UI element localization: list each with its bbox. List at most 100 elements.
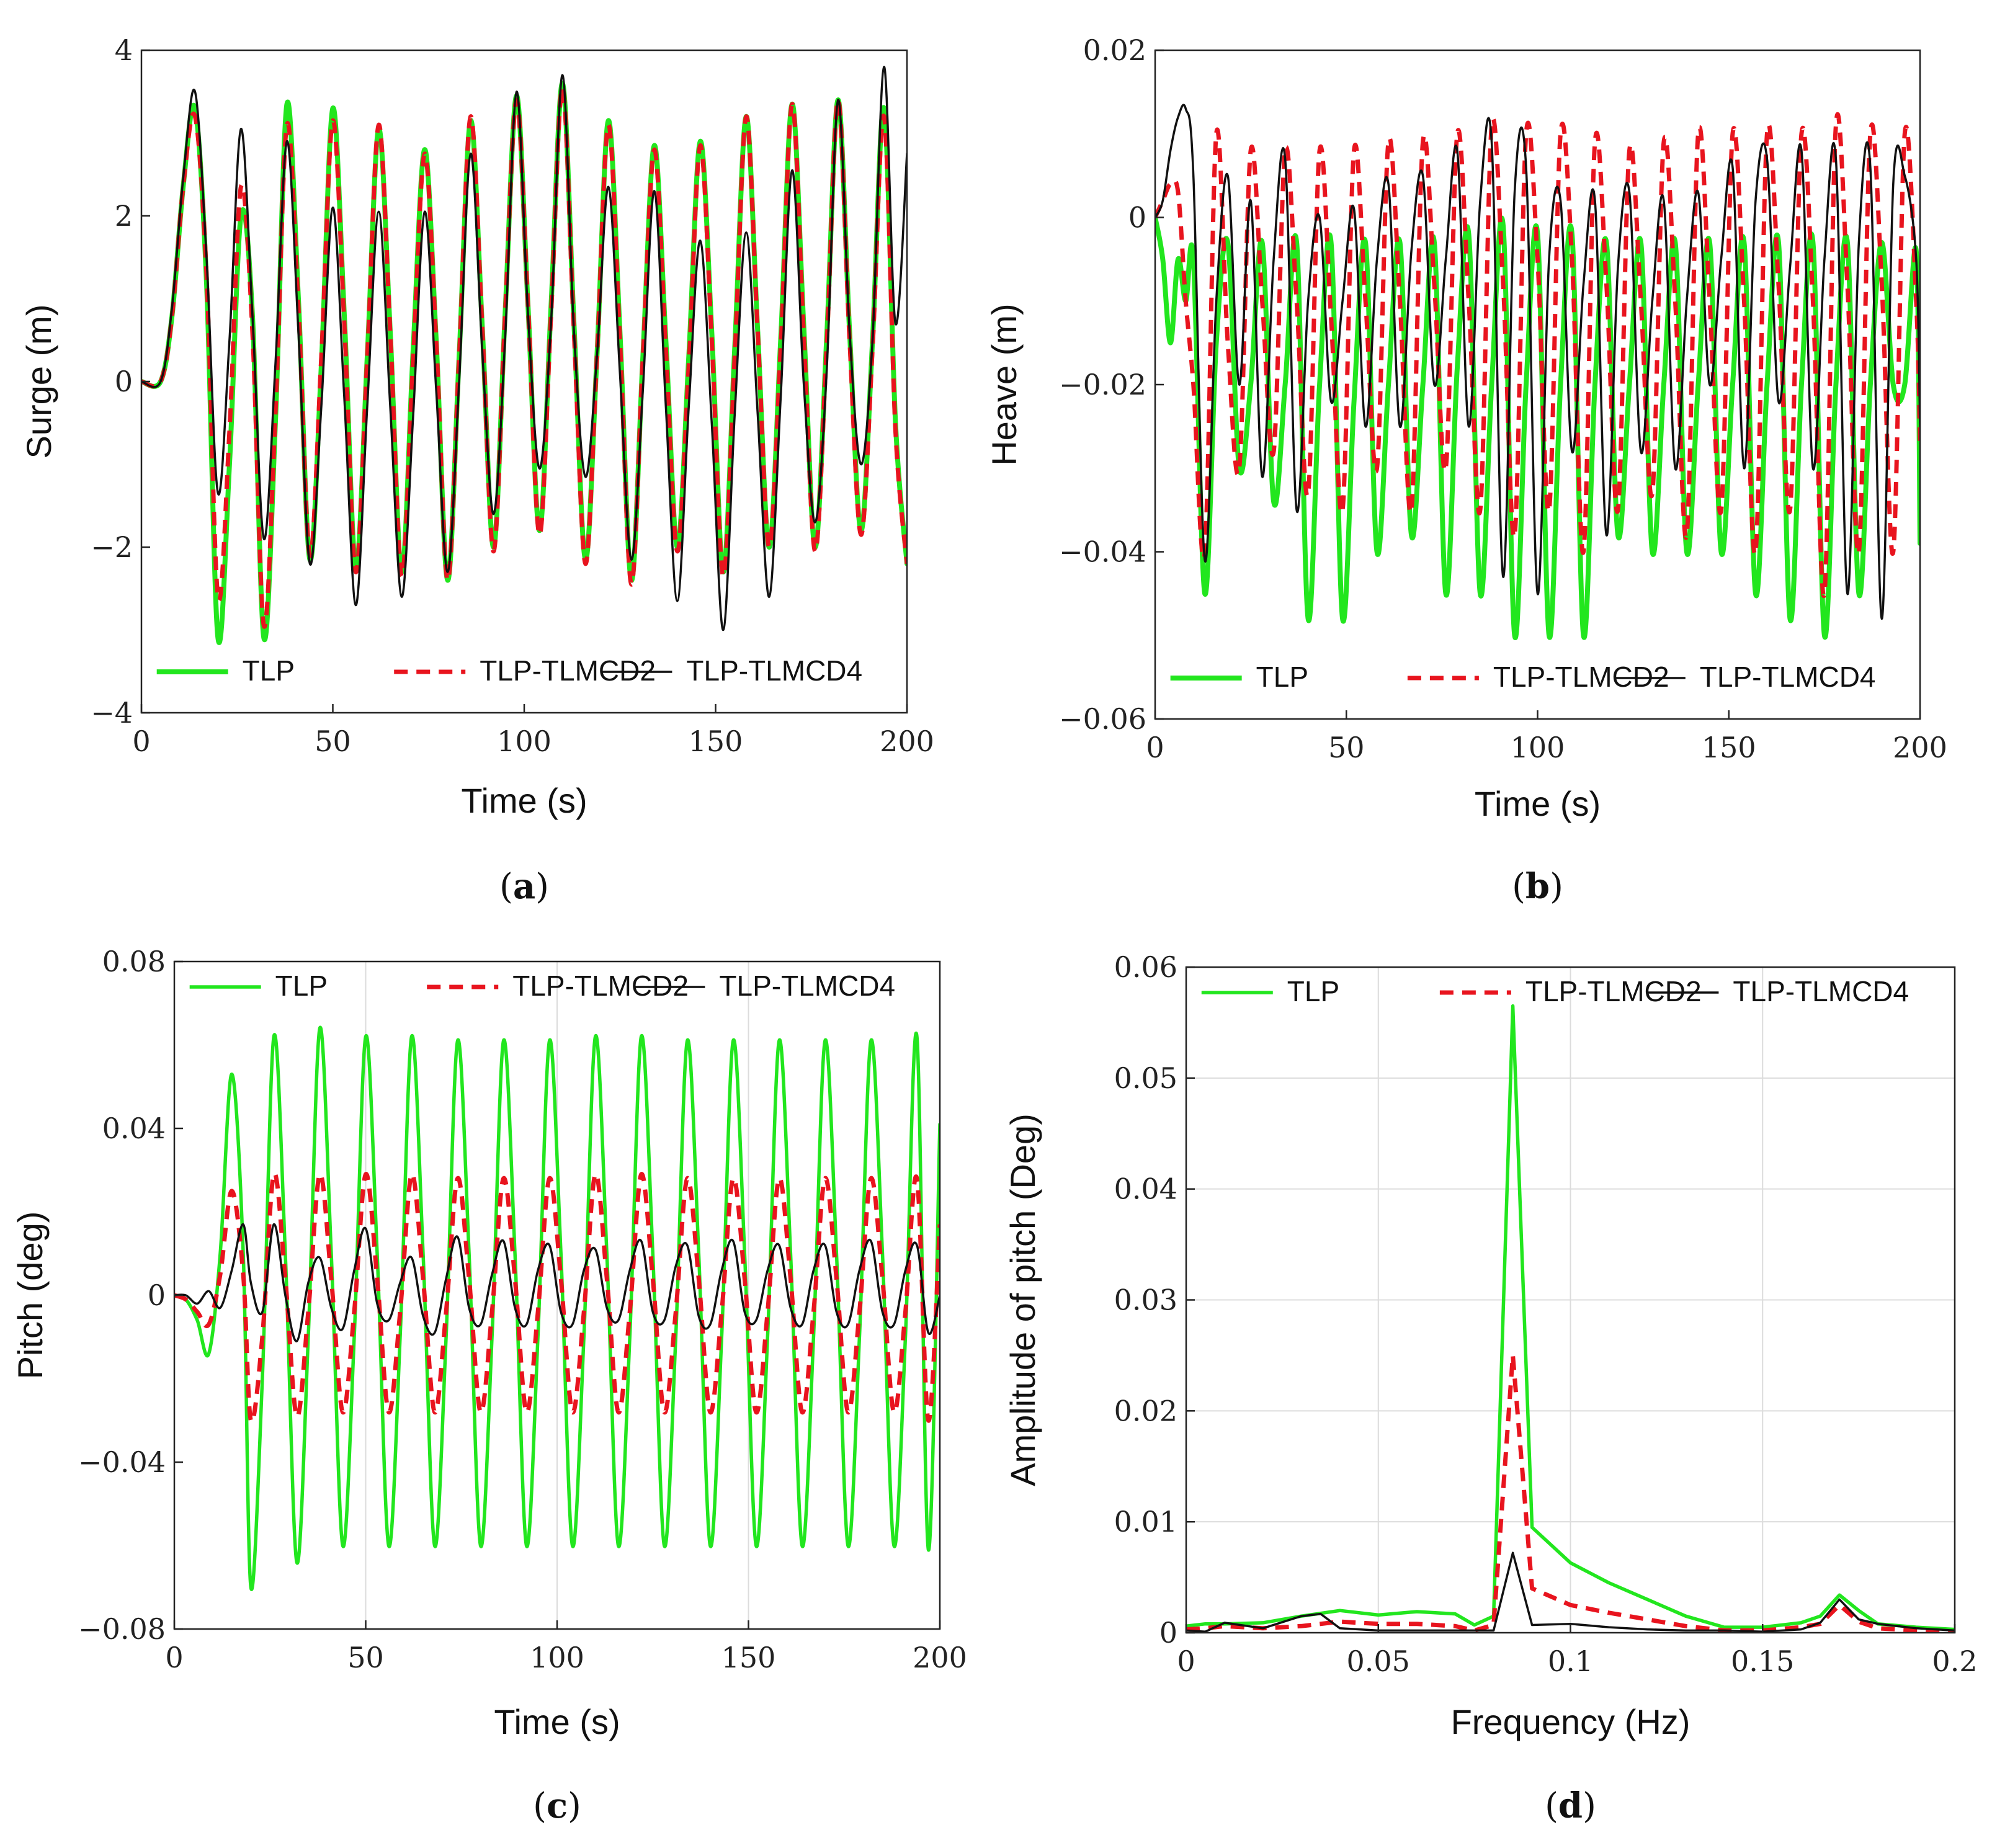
y-tick-label: 0.02 xyxy=(1083,33,1146,67)
x-tick-label: 0 xyxy=(132,725,150,758)
y-axis-label: Surge (m) xyxy=(19,305,58,459)
legend-label-tlp-tlmcd2: TLP-TLMCD2 xyxy=(1525,975,1702,1007)
y-tick-label: 0 xyxy=(115,365,133,398)
legend-label-tlp-tlmcd2: TLP-TLMCD2 xyxy=(512,970,689,1002)
caption-paren-close: ) xyxy=(1583,1786,1596,1826)
y-tick-label: −0.02 xyxy=(1059,368,1146,401)
caption-letter: a xyxy=(513,866,535,907)
series-line-tlp-tlmcd2 xyxy=(174,1171,940,1424)
x-tick-label: 0 xyxy=(1146,731,1164,764)
caption-letter: c xyxy=(547,1785,568,1826)
y-tick-label: 0.03 xyxy=(1114,1283,1177,1317)
x-tick-label: 50 xyxy=(315,725,351,758)
x-tick-label: 0 xyxy=(1177,1645,1195,1678)
caption-paren-close: ) xyxy=(568,1786,581,1826)
legend-label-tlp: TLP xyxy=(243,654,295,687)
y-tick-label: 2 xyxy=(115,199,133,233)
series-line-tlp-tlmcd4 xyxy=(1155,104,1920,620)
series-line-tlp-tlmcd4 xyxy=(141,65,907,632)
y-tick-label: −4 xyxy=(91,696,133,730)
legend-label-tlp-tlmcd2: TLP-TLMCD2 xyxy=(1493,661,1669,693)
legend: TLP TLP-TLMCD2 TLP-TLMCD4 xyxy=(156,654,862,687)
x-tick-label: 0.15 xyxy=(1731,1645,1794,1678)
legend-label-tlp-tlmcd4: TLP-TLMCD4 xyxy=(719,970,895,1002)
caption-letter: d xyxy=(1558,1785,1583,1826)
caption-paren-open: ( xyxy=(533,1786,547,1826)
series-group xyxy=(1186,1004,1955,1633)
series-line-tlp-tlmcd2 xyxy=(1155,112,1920,599)
x-tick-label: 150 xyxy=(1702,731,1756,764)
legend: TLP TLP-TLMCD2 TLP-TLMCD4 xyxy=(1201,975,1909,1007)
y-tick-label: −0.06 xyxy=(1059,702,1146,736)
legend-label-tlp: TLP xyxy=(1287,975,1339,1007)
chart-panel-c: 0 50 100 150 200 −0.08 −0.04 0 0.04 0.08 Time (s) P… xyxy=(11,945,967,1826)
x-tick-label: 200 xyxy=(880,725,934,758)
caption-paren-open: ( xyxy=(1512,867,1525,907)
legend-label-tlp: TLP xyxy=(275,970,328,1002)
y-axis-label: Heave (m) xyxy=(985,303,1024,465)
y-tick-label: 0 xyxy=(1159,1616,1177,1649)
y-tick-label: −2 xyxy=(91,530,133,564)
y-axis-label: Amplitude of pitch (Deg) xyxy=(1003,1114,1042,1486)
x-axis-label: Time (s) xyxy=(461,781,587,820)
y-axis-label: Pitch (deg) xyxy=(11,1212,50,1380)
x-tick-label: 200 xyxy=(913,1641,967,1674)
y-tick-label: 0.05 xyxy=(1114,1061,1177,1095)
y-tick-label: 0 xyxy=(1128,201,1146,234)
chart-panel-b: 0 50 100 150 200 −0.06 −0.04 −0.02 0 0.02 Time (s)… xyxy=(985,33,1947,907)
legend-label-tlp-tlmcd4: TLP-TLMCD4 xyxy=(686,654,862,687)
series-group xyxy=(141,65,907,645)
legend: TLP TLP-TLMCD2 TLP-TLMCD4 xyxy=(1170,661,1876,693)
x-axis-label: Time (s) xyxy=(1475,784,1601,823)
caption-paren-close: ) xyxy=(1550,867,1563,907)
x-tick-label: 100 xyxy=(497,725,552,758)
x-tick-label: 0 xyxy=(165,1641,183,1674)
x-tick-label: 150 xyxy=(689,725,743,758)
x-tick-label: 0.2 xyxy=(1932,1645,1977,1678)
y-tick-label: −0.08 xyxy=(78,1612,166,1646)
x-tick-label: 100 xyxy=(530,1641,584,1674)
caption-paren-open: ( xyxy=(499,867,513,907)
chart-panel-d: 0 0.05 0.1 0.15 0.2 0 0.01 0.02 0.03 0.04 0.05 0.06… xyxy=(1003,950,1978,1826)
legend: TLP TLP-TLMCD2 TLP-TLMCD4 xyxy=(189,970,895,1002)
caption-paren-open: ( xyxy=(1545,1786,1558,1826)
series-line-tlp-tlmcd4 xyxy=(1186,1551,1955,1633)
x-tick-label: 150 xyxy=(721,1641,776,1674)
legend-label-tlp-tlmcd4: TLP-TLMCD4 xyxy=(1700,661,1876,693)
caption-paren-close: ) xyxy=(535,867,549,907)
legend-label-tlp: TLP xyxy=(1256,661,1308,693)
y-tick-label: 0.06 xyxy=(1114,950,1177,984)
x-tick-label: 100 xyxy=(1511,731,1565,764)
y-tick-label: 0.02 xyxy=(1114,1394,1177,1427)
x-axis-label: Frequency (Hz) xyxy=(1451,1702,1691,1741)
x-tick-label: 50 xyxy=(1328,731,1365,764)
y-tick-label: 0 xyxy=(148,1279,166,1312)
y-tick-label: 0.08 xyxy=(102,945,166,978)
series-line-tlp-tlmcd2 xyxy=(1186,1353,1955,1633)
caption-letter: b xyxy=(1525,866,1550,907)
legend-label-tlp-tlmcd2: TLP-TLMCD2 xyxy=(480,654,656,687)
series-group xyxy=(174,1025,940,1591)
series-line-tlp xyxy=(141,81,907,645)
x-tick-label: 200 xyxy=(1893,731,1947,764)
chart-panel-a: 0 50 100 150 200 −4 −2 0 2 4 Time (s) Surge (m) (a) T… xyxy=(19,33,934,907)
x-tick-label: 0.05 xyxy=(1347,1645,1410,1678)
x-tick-label: 0.1 xyxy=(1548,1645,1593,1678)
y-tick-label: −0.04 xyxy=(78,1445,166,1479)
panel-caption: (d) xyxy=(1545,1785,1596,1826)
x-tick-label: 50 xyxy=(347,1641,384,1674)
legend-label-tlp-tlmcd4: TLP-TLMCD4 xyxy=(1733,975,1909,1007)
y-tick-label: 4 xyxy=(115,33,133,67)
panel-caption: (a) xyxy=(499,866,549,907)
panel-caption: (c) xyxy=(533,1785,581,1826)
series-group xyxy=(1155,104,1920,640)
x-axis-label: Time (s) xyxy=(494,1702,620,1741)
y-tick-label: −0.04 xyxy=(1059,535,1146,569)
y-tick-label: 0.01 xyxy=(1114,1505,1177,1538)
y-tick-label: 0.04 xyxy=(1114,1172,1177,1206)
panel-caption: (b) xyxy=(1512,866,1563,907)
series-line-tlp-tlmcd2 xyxy=(141,85,907,629)
y-tick-label: 0.04 xyxy=(102,1112,166,1145)
series-line-tlp xyxy=(174,1025,940,1591)
